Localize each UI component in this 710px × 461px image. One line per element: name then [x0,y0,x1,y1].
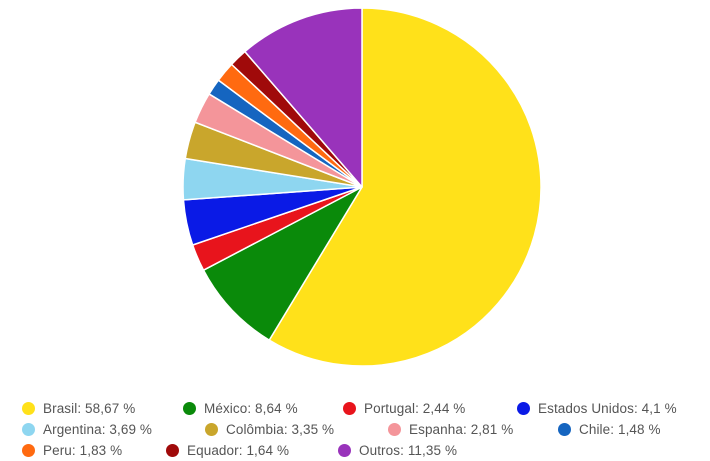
legend-label: Portugal: 2,44 % [364,401,466,416]
legend-item[interactable]: Estados Unidos: 4,1 % [517,401,677,416]
legend-swatch [166,444,179,457]
legend-label: Equador: 1,64 % [187,443,290,458]
legend-item[interactable]: Equador: 1,64 % [166,443,289,458]
legend-label: Espanha: 2,81 % [409,422,514,437]
legend-swatch [22,423,35,436]
legend-label: Brasil: 58,67 % [43,401,136,416]
legend-item[interactable]: Espanha: 2,81 % [388,422,513,437]
legend-row: Argentina: 3,69 % Colômbia: 3,35 % Espanha… [0,419,710,440]
pie-plot-area [182,7,542,367]
legend-row: Peru: 1,83 % Equador: 1,64 % Outros: 11,35… [0,440,710,461]
legend-swatch [388,423,401,436]
legend-swatch [517,402,530,415]
legend-item[interactable]: Brasil: 58,67 % [22,401,135,416]
legend-item[interactable]: Portugal: 2,44 % [343,401,465,416]
legend-swatch [183,402,196,415]
legend-label: Colômbia: 3,35 % [226,422,335,437]
legend-label: Estados Unidos: 4,1 % [538,401,677,416]
legend-swatch [205,423,218,436]
pie-slice-brasil[interactable] [268,7,542,367]
pie-slice-mexico[interactable] [202,186,363,341]
legend-swatch [343,402,356,415]
legend-item[interactable]: Chile: 1,48 % [558,422,661,437]
legend-swatch [22,402,35,415]
legend-swatch [558,423,571,436]
legend-label: Argentina: 3,69 % [43,422,153,437]
legend-label: Chile: 1,48 % [579,422,661,437]
legend-item[interactable]: Peru: 1,83 % [22,443,122,458]
legend-item[interactable]: Colômbia: 3,35 % [205,422,334,437]
legend-label: México: 8,64 % [204,401,298,416]
pie-slice-outros[interactable] [244,7,363,188]
legend: Brasil: 58,67 % México: 8,64 % Portugal: 2… [0,398,710,461]
legend-label: Outros: 11,35 % [359,443,458,458]
legend-swatch [22,444,35,457]
legend-item[interactable]: Argentina: 3,69 % [22,422,152,437]
legend-item[interactable]: Outros: 11,35 % [338,443,457,458]
legend-swatch [338,444,351,457]
legend-item[interactable]: México: 8,64 % [183,401,298,416]
legend-row: Brasil: 58,67 % México: 8,64 % Portugal: 2… [0,398,710,419]
legend-label: Peru: 1,83 % [43,443,123,458]
